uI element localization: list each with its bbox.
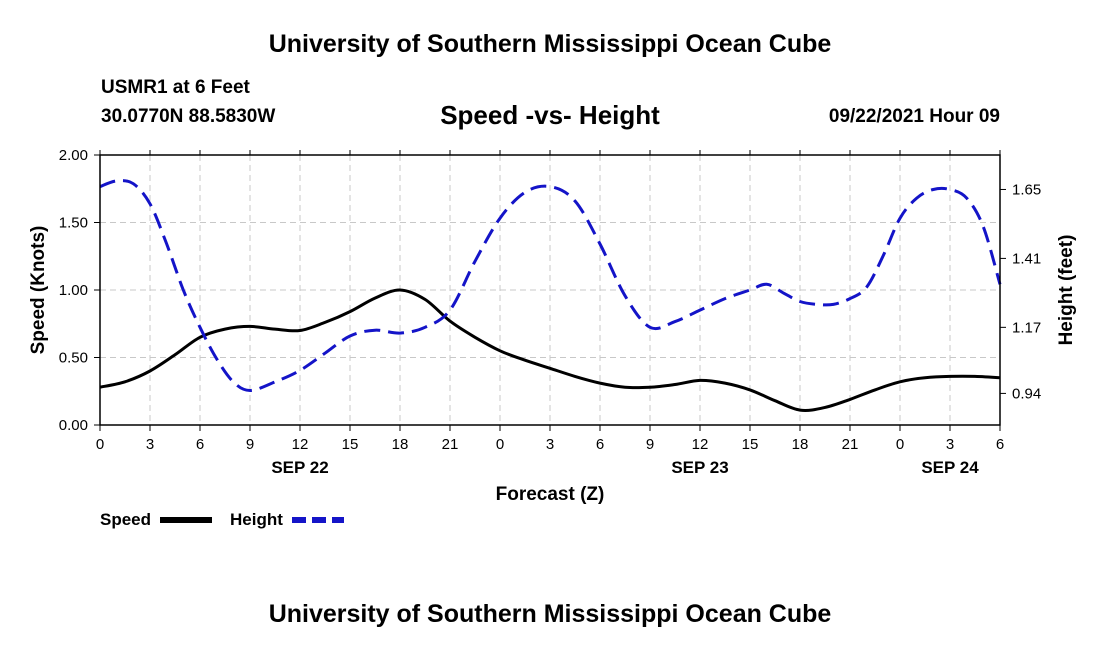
x-tick-label: 12 — [292, 436, 309, 453]
datetime-label: 09/22/2021 Hour 09 — [828, 106, 1000, 127]
y-tick-label: 0.50 — [59, 350, 88, 367]
height-series-line — [99, 179, 1002, 392]
axes: 0 3 6 9 12 15 18 21 0 3 6 9 12 15 18 21 0 3 6 SEP 22 SEP 23 S… — [59, 147, 1041, 477]
y-tick-label: 2.00 — [59, 147, 88, 164]
legend-height-label: Height — [230, 510, 283, 529]
x-tick-label: 9 — [646, 436, 654, 453]
x-tick-label: 6 — [196, 436, 204, 453]
chart-subtitle: Speed -vs- Height — [440, 100, 660, 130]
y2-tick-label: 1.65 — [1012, 181, 1041, 198]
x-tick-label: 15 — [342, 436, 359, 453]
x-tick-label: 18 — [392, 436, 409, 453]
x-tick-label: 15 — [742, 436, 759, 453]
x-tick-label: 9 — [246, 436, 254, 453]
legend: Speed Height — [100, 510, 344, 529]
station-label: USMR1 at 6 Feet — [101, 77, 250, 98]
x-tick-label: 21 — [842, 436, 859, 453]
x-tick-label: 0 — [96, 436, 104, 453]
y2-axis-label: Height (feet) — [1056, 235, 1077, 346]
y2-tick-label: 1.41 — [1012, 250, 1041, 267]
legend-speed-label: Speed — [100, 510, 151, 529]
x-axis-label: Forecast (Z) — [496, 484, 605, 505]
x-tick-label: 0 — [496, 436, 504, 453]
x-tick-label: 0 — [896, 436, 904, 453]
y-tick-label: 1.00 — [59, 282, 88, 299]
x-tick-label: 12 — [692, 436, 709, 453]
page-title: University of Southern Mississippi Ocean… — [268, 30, 832, 58]
x-tick-label: 6 — [596, 436, 604, 453]
y-tick-label: 1.50 — [59, 215, 88, 232]
date-label: SEP 23 — [671, 458, 728, 477]
y-axis-label: Speed (Knots) — [28, 226, 49, 355]
y2-tick-label: 1.17 — [1012, 319, 1041, 336]
coordinates-label: 30.0770N 88.5830W — [101, 106, 276, 127]
x-tick-label: 21 — [442, 436, 459, 453]
x-tick-label: 3 — [146, 436, 154, 453]
date-label: SEP 24 — [921, 458, 979, 477]
grid — [100, 155, 1000, 425]
series-layer — [99, 179, 1002, 412]
x-tick-label: 6 — [996, 436, 1004, 453]
speed-series-line — [99, 288, 1001, 412]
x-tick-label: 18 — [792, 436, 809, 453]
y-tick-label: 0.00 — [59, 417, 88, 434]
x-tick-label: 3 — [546, 436, 554, 453]
footer-title: University of Southern Mississippi Ocean… — [268, 600, 832, 628]
x-tick-label: 3 — [946, 436, 954, 453]
date-label: SEP 22 — [271, 458, 328, 477]
y2-tick-label: 0.94 — [1012, 385, 1041, 402]
